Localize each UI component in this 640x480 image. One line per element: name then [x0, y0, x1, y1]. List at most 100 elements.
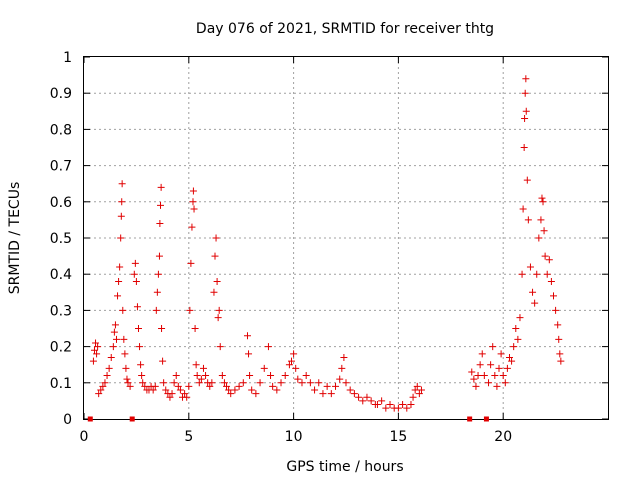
data-point — [319, 390, 327, 398]
data-point — [214, 314, 222, 322]
y-axis-label: SRMTID / TECUs — [7, 182, 23, 295]
data-point — [114, 292, 122, 300]
data-point — [170, 379, 178, 387]
data-point — [531, 299, 539, 307]
data-point — [346, 386, 354, 394]
data-point — [491, 372, 499, 380]
data-point — [367, 397, 375, 405]
data-point — [153, 288, 161, 296]
data-point — [131, 259, 139, 267]
data-point — [218, 372, 226, 380]
data-point — [231, 386, 239, 394]
data-point — [199, 364, 207, 372]
x-tick-label: 15 — [389, 429, 407, 445]
data-point — [256, 379, 264, 387]
data-point — [97, 386, 105, 394]
data-point — [501, 379, 509, 387]
data-point — [306, 379, 314, 387]
data-point — [215, 306, 223, 314]
data-point — [522, 107, 530, 115]
data-point — [292, 364, 300, 372]
y-tick-label: 0.8 — [50, 122, 72, 138]
data-point — [160, 379, 168, 387]
x-tick-label: 10 — [285, 429, 303, 445]
data-point — [538, 194, 546, 202]
data-point — [409, 393, 417, 401]
data-point — [373, 401, 381, 409]
data-point — [118, 198, 126, 206]
data-point — [107, 353, 115, 361]
data-point — [109, 343, 117, 351]
data-point — [399, 401, 407, 409]
data-point — [522, 75, 530, 83]
data-point — [468, 368, 476, 376]
data-point — [495, 364, 503, 372]
data-point — [192, 361, 200, 369]
data-point — [89, 357, 97, 365]
data-point — [514, 335, 522, 343]
data-point — [518, 270, 526, 278]
data-point — [101, 379, 109, 387]
data-point — [183, 393, 191, 401]
data-point — [338, 364, 346, 372]
data-point — [190, 205, 198, 213]
data-point — [554, 321, 562, 329]
data-point — [529, 288, 537, 296]
data-point — [281, 372, 289, 380]
y-tick-label: 1 — [63, 50, 72, 66]
data-point — [533, 270, 541, 278]
data-point — [246, 372, 254, 380]
data-point — [227, 390, 235, 398]
data-point — [556, 350, 564, 358]
data-point — [327, 390, 335, 398]
data-point — [493, 382, 501, 390]
data-point — [188, 223, 196, 231]
data-point — [555, 335, 563, 343]
data-point — [130, 270, 138, 278]
data-point — [510, 343, 518, 351]
data-point — [122, 364, 130, 372]
data-point — [552, 306, 560, 314]
gap-marker — [87, 416, 93, 422]
gap-markers — [87, 416, 489, 422]
data-point — [417, 386, 425, 394]
data-point — [311, 386, 319, 394]
data-point — [151, 382, 159, 390]
data-point — [535, 234, 543, 242]
data-point — [223, 382, 231, 390]
data-point — [176, 386, 184, 394]
data-point — [350, 390, 358, 398]
y-tick-label: 0.5 — [50, 231, 72, 247]
data-point — [115, 277, 123, 285]
data-point — [134, 325, 142, 332]
data-point — [189, 187, 197, 195]
data-point — [539, 198, 547, 206]
data-point — [332, 382, 340, 390]
data-point — [133, 303, 141, 311]
data-point — [521, 89, 529, 97]
x-tick-label: 0 — [80, 429, 89, 445]
data-point — [220, 379, 228, 387]
data-point — [480, 372, 488, 380]
data-point — [105, 364, 113, 372]
data-point — [166, 393, 174, 401]
data-point — [94, 343, 102, 351]
data-point — [260, 364, 268, 372]
data-point — [239, 379, 247, 387]
data-point — [185, 382, 193, 390]
data-point — [158, 325, 166, 332]
x-tick-label: 5 — [184, 429, 193, 445]
data-point — [285, 361, 293, 369]
y-tick-label: 0.3 — [50, 303, 72, 319]
data-point — [172, 372, 180, 380]
x-axis-label: GPS time / hours — [286, 459, 403, 475]
data-point — [206, 382, 214, 390]
data-point — [248, 386, 256, 394]
data-point — [212, 234, 220, 242]
data-point — [174, 382, 182, 390]
gap-marker — [483, 416, 489, 422]
data-point — [394, 404, 402, 412]
data-point — [359, 397, 367, 405]
data-point — [499, 372, 507, 380]
data-point — [474, 372, 482, 380]
